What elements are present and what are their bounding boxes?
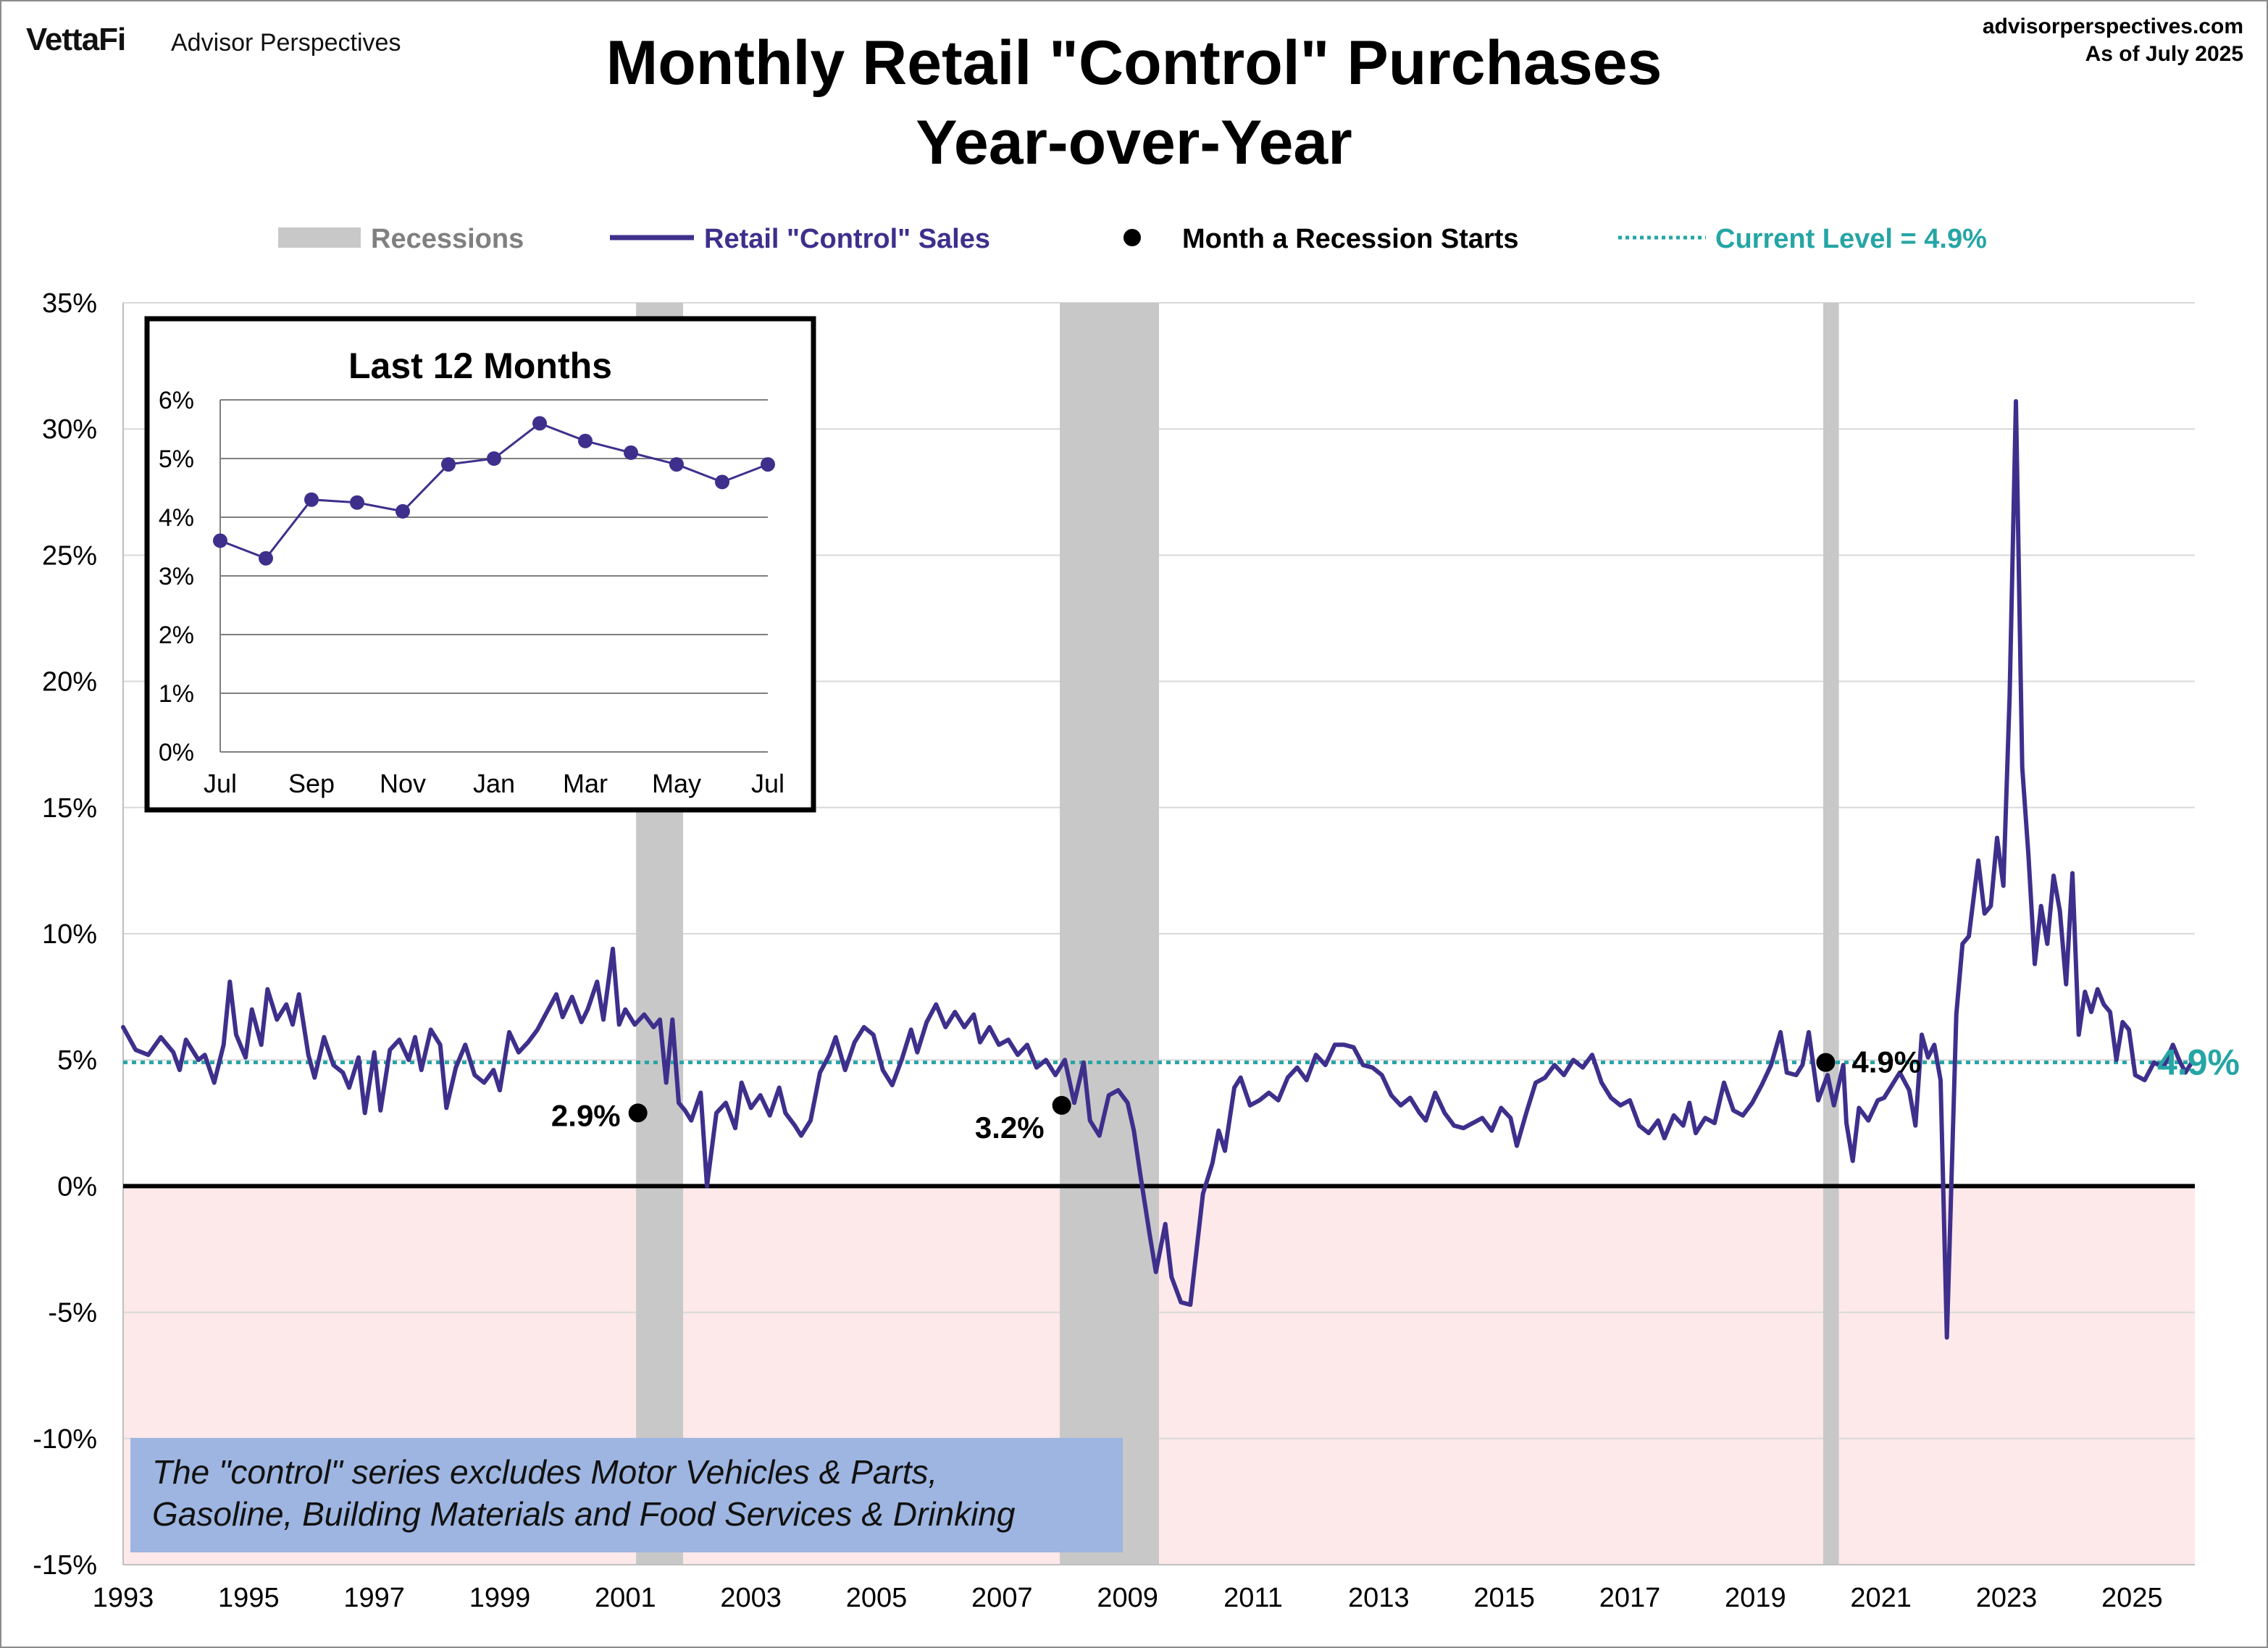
y-tick-label: -10% <box>33 1424 97 1455</box>
legend-recession-start-label: Month a Recession Starts <box>1182 224 1519 254</box>
legend-current-label: Current Level = 4.9% <box>1715 224 1987 254</box>
inset-x-tick-label: Mar <box>563 769 608 798</box>
x-tick-label: 2025 <box>2101 1583 2163 1613</box>
inset-data-point <box>350 495 364 510</box>
y-tick-label: 35% <box>42 288 97 319</box>
recession-start-label: 3.2% <box>975 1110 1045 1145</box>
legend-recession-swatch <box>278 227 361 248</box>
y-tick-label: 0% <box>57 1171 97 1202</box>
as-of-date: As of July 2025 <box>2085 42 2243 66</box>
y-tick-label: 25% <box>42 540 97 571</box>
current-level-label: 4.9% <box>2157 1042 2240 1083</box>
legend-recession-start-swatch <box>1123 229 1141 246</box>
inset-x-tick-label: Jul <box>751 769 784 798</box>
recession-start-label: 2.9% <box>551 1098 621 1132</box>
x-tick-label: 2007 <box>971 1583 1033 1613</box>
x-tick-label: 1997 <box>343 1583 405 1613</box>
y-tick-label: 15% <box>42 793 97 824</box>
x-tick-label: 2009 <box>1097 1583 1158 1613</box>
x-tick-label: 2019 <box>1725 1583 1786 1613</box>
inset-x-tick-label: Jul <box>204 769 237 798</box>
note-line-1: The "control" series excludes Motor Vehi… <box>152 1453 938 1491</box>
inset-x-tick-label: May <box>652 769 701 798</box>
chart-title: Monthly Retail "Control" Purchases <box>606 28 1662 98</box>
x-tick-label: 1993 <box>93 1583 154 1613</box>
recession-start-marker <box>1052 1095 1071 1115</box>
x-tick-label: 1995 <box>218 1583 280 1613</box>
y-tick-label: 20% <box>42 667 97 698</box>
x-tick-label: 2021 <box>1850 1583 1912 1613</box>
note-line-2: Gasoline, Building Materials and Food Se… <box>152 1495 1016 1533</box>
recession-start-marker <box>628 1103 648 1123</box>
y-tick-label: 5% <box>57 1045 97 1076</box>
inset-data-point <box>578 433 593 448</box>
inset-data-point <box>669 457 684 472</box>
inset-y-tick-label: 2% <box>159 622 194 649</box>
inset-x-tick-label: Jan <box>473 769 515 798</box>
inset-box <box>144 316 816 813</box>
series-line-control-sales <box>121 398 2194 1340</box>
logo-subtitle: Advisor Perspectives <box>171 29 401 57</box>
recession-start-label: 4.9% <box>1851 1045 1921 1079</box>
inset-data-point <box>761 457 775 472</box>
inset-data-point <box>624 445 638 460</box>
x-tick-label: 2017 <box>1599 1583 1661 1613</box>
legend-series-label: Retail "Control" Sales <box>704 224 990 254</box>
inset-x-tick-label: Sep <box>288 769 335 798</box>
inset-data-point <box>259 551 273 566</box>
inset-data-point <box>396 503 410 519</box>
y-tick-label: -5% <box>48 1298 97 1329</box>
inset-data-point <box>532 416 547 431</box>
inset-y-tick-label: 1% <box>159 680 194 708</box>
x-tick-label: 2023 <box>1976 1583 2038 1613</box>
x-tick-label: 2013 <box>1348 1583 1410 1613</box>
chart-subtitle: Year-over-Year <box>916 108 1352 177</box>
x-tick-label: 2015 <box>1473 1583 1535 1613</box>
inset-y-tick-label: 0% <box>159 739 194 766</box>
recession-band <box>1823 303 1839 1565</box>
note-box: The "control" series excludes Motor Vehi… <box>130 1438 1123 1552</box>
vettafi-logo: VettaFi <box>26 22 126 57</box>
inset-data-point <box>715 474 729 490</box>
inset-title: Last 12 Months <box>348 346 612 386</box>
y-tick-label: -15% <box>33 1550 97 1581</box>
recession-start-marker <box>1816 1053 1836 1072</box>
x-tick-label: 2005 <box>846 1583 908 1613</box>
inset-y-tick-label: 5% <box>159 446 194 473</box>
x-tick-label: 2003 <box>720 1583 782 1613</box>
y-tick-label: 30% <box>42 414 97 445</box>
legend-recession-label: Recessions <box>371 224 524 254</box>
x-tick-label: 2001 <box>595 1583 656 1613</box>
inset-y-tick-label: 4% <box>159 504 194 532</box>
inset-data-point <box>441 457 456 472</box>
inset-data-point <box>487 451 501 466</box>
recession-band <box>1060 303 1159 1565</box>
inset-y-tick-label: 6% <box>159 387 194 414</box>
x-tick-label: 2011 <box>1223 1583 1283 1613</box>
inset-x-tick-label: Nov <box>380 769 426 798</box>
y-tick-label: 10% <box>42 919 97 950</box>
source-block: advisorperspectives.com As of July 2025 <box>1983 13 2243 68</box>
source-url: advisorperspectives.com <box>1982 14 2243 38</box>
inset-y-tick-label: 3% <box>159 563 194 590</box>
x-tick-label: 1999 <box>469 1583 531 1613</box>
inset-data-point <box>304 492 319 507</box>
inset-data-point <box>213 533 227 548</box>
